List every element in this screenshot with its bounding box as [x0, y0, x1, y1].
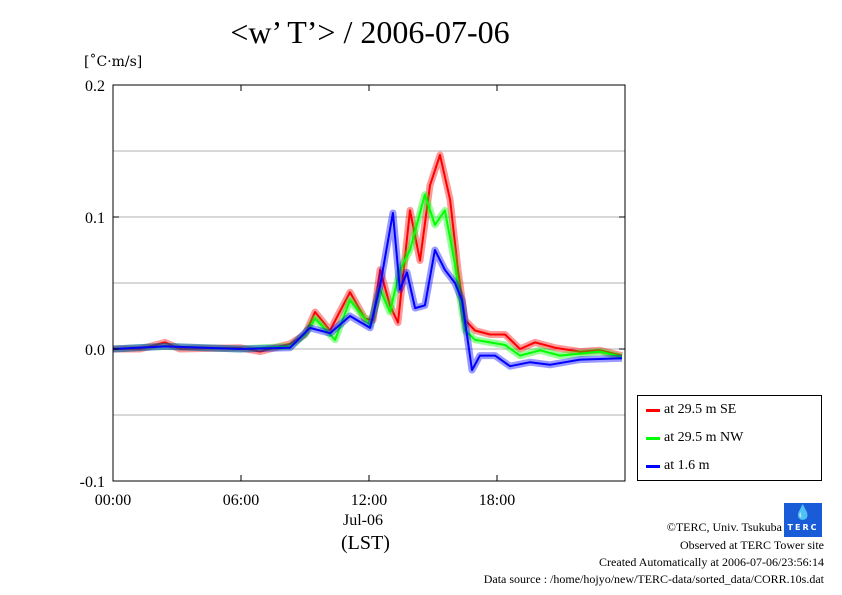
x-date-label: Jul-06 — [343, 512, 383, 529]
credit-copyright: ©TERC, Univ. Tsukuba — [666, 520, 782, 534]
legend-item-se: at 29.5 m SE — [646, 402, 736, 418]
y-tick-label: 0.2 — [85, 78, 105, 95]
series-line-1 — [112, 193, 623, 358]
legend: at 29.5 m SE at 29.5 m NW at 1.6 m — [637, 395, 822, 481]
legend-label: at 1.6 m — [664, 458, 710, 473]
legend-swatch — [646, 436, 660, 440]
y-axis-unit: [˚C·m/s] — [84, 54, 143, 70]
credit-source: Data source : /home/hojyo/new/TERC-data/… — [483, 572, 824, 586]
series-line-2 — [112, 212, 623, 372]
legend-swatch — [646, 408, 660, 412]
series-band-1 — [112, 191, 623, 361]
y-tick-label: 0.1 — [85, 210, 105, 227]
x-axis-label: (LST) — [341, 532, 390, 554]
legend-label: at 29.5 m SE — [664, 402, 737, 417]
terc-logo: 💧 TERC — [784, 503, 822, 537]
x-tick-label: 06:00 — [223, 492, 259, 509]
x-tick-label: 00:00 — [95, 492, 131, 509]
legend-swatch — [646, 464, 660, 468]
legend-item-nw: at 29.5 m NW — [646, 430, 743, 446]
water-drop-icon: 💧 — [794, 505, 812, 521]
y-tick-label: -0.1 — [80, 474, 105, 491]
legend-label: at 29.5 m NW — [664, 430, 744, 445]
x-tick-label: 18:00 — [479, 492, 515, 509]
legend-item-1-6m: at 1.6 m — [646, 458, 710, 474]
x-tick-label: 12:00 — [351, 492, 387, 509]
y-tick-label: 0.0 — [85, 342, 105, 359]
series-line-0 — [113, 154, 623, 357]
credit-created: Created Automatically at 2006-07-06/23:5… — [599, 555, 824, 569]
credit-site: Observed at TERC Tower site — [679, 538, 824, 552]
chart-title: <w’ T’> / 2006-07-06 — [230, 14, 510, 50]
